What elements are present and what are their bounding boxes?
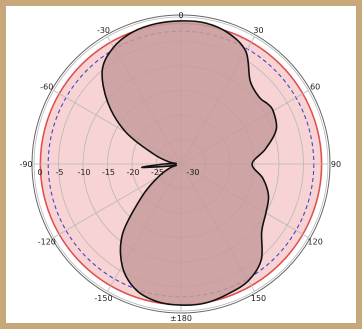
radial-tick-label: -10 [77,168,90,177]
pattern-layer [101,20,278,306]
pattern-shape [101,20,278,306]
outer-boundary-circle [31,14,331,314]
angle-tick-label: 30 [253,26,263,35]
radial-tick-label: -30 [186,168,199,177]
angle-tick-label: 0 [178,11,183,20]
angle-tick-label: 60 [310,83,320,92]
radial-tick-label: -5 [56,168,64,177]
angle-tick-label: 150 [251,294,266,303]
angle-tick-label: -120 [38,238,56,247]
radial-tick-label: -20 [126,168,139,177]
angle-tick-label: ±180 [170,314,192,323]
angle-tick-label: 120 [308,238,323,247]
angle-tick-label: -60 [40,83,53,92]
angle-tick-label: 90 [331,160,341,169]
angle-tick-label: -90 [19,160,32,169]
radial-tick-label: -15 [102,168,115,177]
label-layer: 0 30 60 90 120 150 ±180 -150 -120 -90 -60 -30 0 -5 -10… [19,11,341,323]
radial-tick-label: -25 [151,168,164,177]
radial-tick-label: 0 [37,168,42,177]
angle-tick-label: -150 [94,294,112,303]
angle-tick-label: -30 [97,26,110,35]
